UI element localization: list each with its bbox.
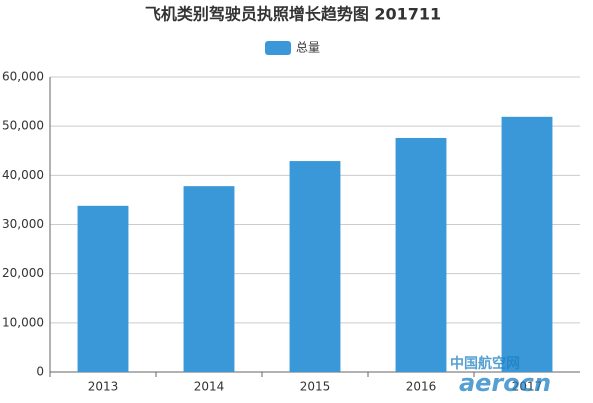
watermark-cn: 中国航空网 (450, 355, 520, 372)
x-tick-label: 2017 (512, 380, 543, 394)
y-tick-label: 30,000 (2, 217, 44, 231)
bar (183, 186, 235, 372)
chart-title: 飞机类别驾驶员执照增长趋势图 201711 (145, 5, 441, 24)
x-tick-label: 2013 (88, 380, 119, 394)
watermark-en: aerocn (459, 369, 551, 397)
x-tick-label: 2016 (406, 380, 437, 394)
bar (501, 116, 553, 372)
y-tick-label: 0 (36, 365, 44, 379)
legend-swatch (265, 41, 291, 55)
y-tick-label: 10,000 (2, 315, 44, 329)
y-tick-label: 60,000 (2, 70, 44, 84)
bar (77, 205, 129, 372)
y-tick-label: 20,000 (2, 266, 44, 280)
y-tick-label: 40,000 (2, 168, 44, 182)
legend-label: 总量 (296, 41, 320, 55)
bar (395, 137, 447, 372)
x-tick-label: 2014 (194, 380, 225, 394)
bar (289, 161, 341, 372)
y-tick-label: 50,000 (2, 119, 44, 133)
x-tick-label: 2015 (300, 380, 331, 394)
